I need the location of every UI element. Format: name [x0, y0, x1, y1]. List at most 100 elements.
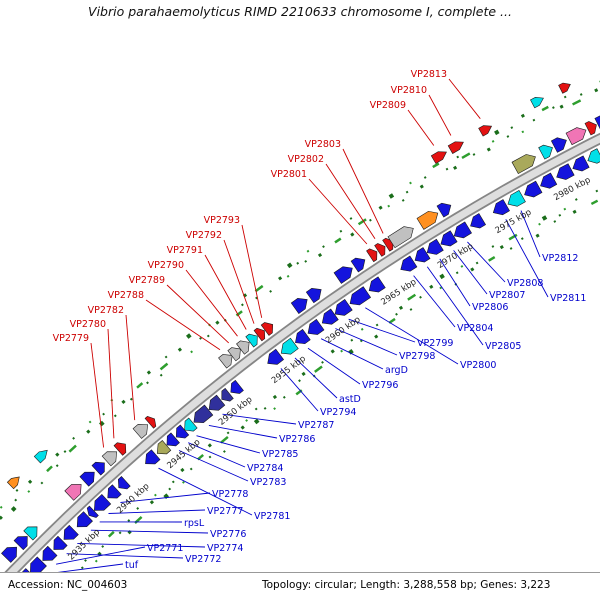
gene-arrow-VP2806[interactable]: [424, 238, 444, 258]
gene-label-VP2782[interactable]: VP2782: [88, 305, 124, 316]
gene-arrow-VP2789[interactable]: [227, 344, 245, 362]
gene-label-VP2796[interactable]: VP2796: [362, 380, 398, 391]
gene-arrow-VP2786[interactable]: [190, 404, 214, 427]
gene-arrow-VP2809[interactable]: [430, 148, 449, 164]
gene-arrow[interactable]: [416, 208, 441, 230]
gene-label-VP2801[interactable]: VP2801: [271, 169, 307, 180]
gene-arrow-VP2811[interactable]: [490, 199, 510, 219]
gene-arrow[interactable]: [64, 480, 86, 501]
gene-label-VP2789[interactable]: VP2789: [129, 275, 165, 286]
gene-label-VP2804[interactable]: VP2804: [457, 323, 493, 334]
gene-arrow-VP2777[interactable]: [90, 494, 112, 515]
gene-arrow-VP2801[interactable]: [366, 246, 381, 263]
gene-arrow[interactable]: [366, 276, 386, 296]
gene-label-VP2787[interactable]: VP2787: [298, 420, 334, 431]
gene-label-VP2805[interactable]: VP2805: [485, 341, 521, 352]
gene-arrow-VP2791[interactable]: [245, 331, 261, 348]
gene-arrow-VP2804[interactable]: [397, 255, 418, 275]
gene-arrow-VP2790[interactable]: [236, 337, 254, 355]
gene-arrow[interactable]: [436, 200, 454, 218]
gene-arrow-VP2785[interactable]: [180, 417, 198, 435]
gene-label-VP2788[interactable]: VP2788: [108, 290, 144, 301]
gene-label-VP2786[interactable]: VP2786: [279, 434, 315, 445]
gene-label-VP2771[interactable]: VP2771: [147, 543, 183, 554]
gene-arrow[interactable]: [91, 458, 109, 476]
gene-arrow[interactable]: [570, 155, 590, 174]
gene-label-VP2784[interactable]: VP2784: [247, 463, 283, 474]
gene-arrow-rpsL[interactable]: [84, 505, 99, 520]
gene-arrow-VP2782[interactable]: [132, 420, 152, 439]
gene-arrow-VP2794[interactable]: [264, 348, 285, 368]
gene-label-VP2812[interactable]: VP2812: [542, 253, 578, 264]
gene-arrow-VP2800[interactable]: [346, 286, 372, 309]
gene-arrow[interactable]: [387, 223, 417, 249]
gene-arrow-VP2778[interactable]: [103, 484, 122, 503]
gene-label-VP2781[interactable]: VP2781: [254, 511, 290, 522]
gene-arrow-VP2776[interactable]: [73, 511, 93, 532]
gene-label-VP2802[interactable]: VP2802: [288, 154, 324, 165]
gene-label-VP2803[interactable]: VP2803: [305, 139, 341, 150]
gene-arrow[interactable]: [144, 414, 159, 429]
gene-label-VP2772[interactable]: VP2772: [185, 554, 221, 565]
gene-arrow-VP2813[interactable]: [478, 122, 494, 137]
gene-arrow-VP2810[interactable]: [447, 138, 466, 154]
gene-arrow-VP2793[interactable]: [260, 319, 276, 336]
gene-label-VP2811[interactable]: VP2811: [550, 293, 586, 304]
gene-arrow-VP2808[interactable]: [451, 221, 472, 242]
gene-arrow-VP2779[interactable]: [101, 447, 121, 467]
gene-arrow-VP2807[interactable]: [437, 230, 458, 250]
gene-label-VP2777[interactable]: VP2777: [207, 506, 243, 517]
gene-arrow-VP2792[interactable]: [253, 326, 268, 342]
gene-arrow-VP2796[interactable]: [292, 328, 311, 348]
gene-label-VP2806[interactable]: VP2806: [472, 302, 508, 313]
gene-label-argD[interactable]: argD: [385, 365, 408, 376]
gene-label-VP2778[interactable]: VP2778: [212, 489, 248, 500]
gene-arrow-VP2784[interactable]: [172, 424, 190, 442]
gene-label-tuf[interactable]: tuf: [125, 560, 139, 571]
gene-arrow-VP2799[interactable]: [331, 298, 353, 319]
gene-label-VP2792[interactable]: VP2792: [186, 230, 222, 241]
gene-arrow-VP2812[interactable]: [505, 189, 526, 209]
gene-label-VP2779[interactable]: VP2779: [53, 333, 89, 344]
gene-arrow[interactable]: [511, 151, 539, 174]
gene-arrow-argD[interactable]: [304, 318, 325, 338]
gene-arrow[interactable]: [13, 532, 32, 551]
gene-arrow[interactable]: [538, 142, 556, 160]
gene-arrow-VP2781[interactable]: [141, 449, 161, 469]
gene-label-VP2808[interactable]: VP2808: [507, 278, 543, 289]
gene-arrow[interactable]: [585, 148, 600, 167]
gene-arrow-VP2774[interactable]: [59, 524, 79, 544]
gene-arrow-VP2798[interactable]: [319, 308, 339, 328]
gene-arrow[interactable]: [530, 94, 545, 109]
gene-arrow[interactable]: [23, 522, 42, 541]
gene-arrow-VP2783[interactable]: [163, 432, 180, 450]
gene-arrow-VP2780[interactable]: [113, 439, 130, 456]
gene-arrow[interactable]: [218, 387, 234, 404]
gene-label-VP2790[interactable]: VP2790: [148, 260, 184, 271]
gene-label-VP2780[interactable]: VP2780: [70, 319, 106, 330]
gene-arrow-VP2803[interactable]: [382, 236, 397, 252]
gene-arrow-VP2805[interactable]: [412, 247, 431, 266]
gene-arrow-VP2802[interactable]: [374, 241, 389, 257]
gene-label-VP2813[interactable]: VP2813: [411, 69, 447, 80]
gene-label-VP2785[interactable]: VP2785: [262, 449, 298, 460]
gene-label-VP2807[interactable]: VP2807: [489, 290, 525, 301]
gene-arrow[interactable]: [114, 476, 131, 492]
gene-label-rpsL[interactable]: rpsL: [184, 518, 205, 529]
gene-arrow[interactable]: [6, 474, 22, 490]
gene-label-VP2793[interactable]: VP2793: [204, 215, 240, 226]
gene-label-VP2776[interactable]: VP2776: [210, 529, 246, 540]
gene-arrow[interactable]: [305, 284, 325, 304]
gene-label-VP2783[interactable]: VP2783: [250, 477, 286, 488]
gene-arrow-VP2772[interactable]: [49, 535, 68, 554]
gene-arrow[interactable]: [333, 263, 356, 284]
gene-label-VP2791[interactable]: VP2791: [167, 245, 203, 256]
gene-arrow[interactable]: [537, 172, 558, 192]
gene-label-VP2799[interactable]: VP2799: [417, 338, 453, 349]
gene-arrow[interactable]: [521, 180, 543, 200]
gene-label-VP2774[interactable]: VP2774: [207, 543, 243, 554]
gene-label-VP2809[interactable]: VP2809: [370, 100, 406, 111]
gene-arrow[interactable]: [558, 80, 573, 94]
gene-arrow[interactable]: [153, 440, 172, 458]
gene-arrow[interactable]: [350, 254, 368, 273]
